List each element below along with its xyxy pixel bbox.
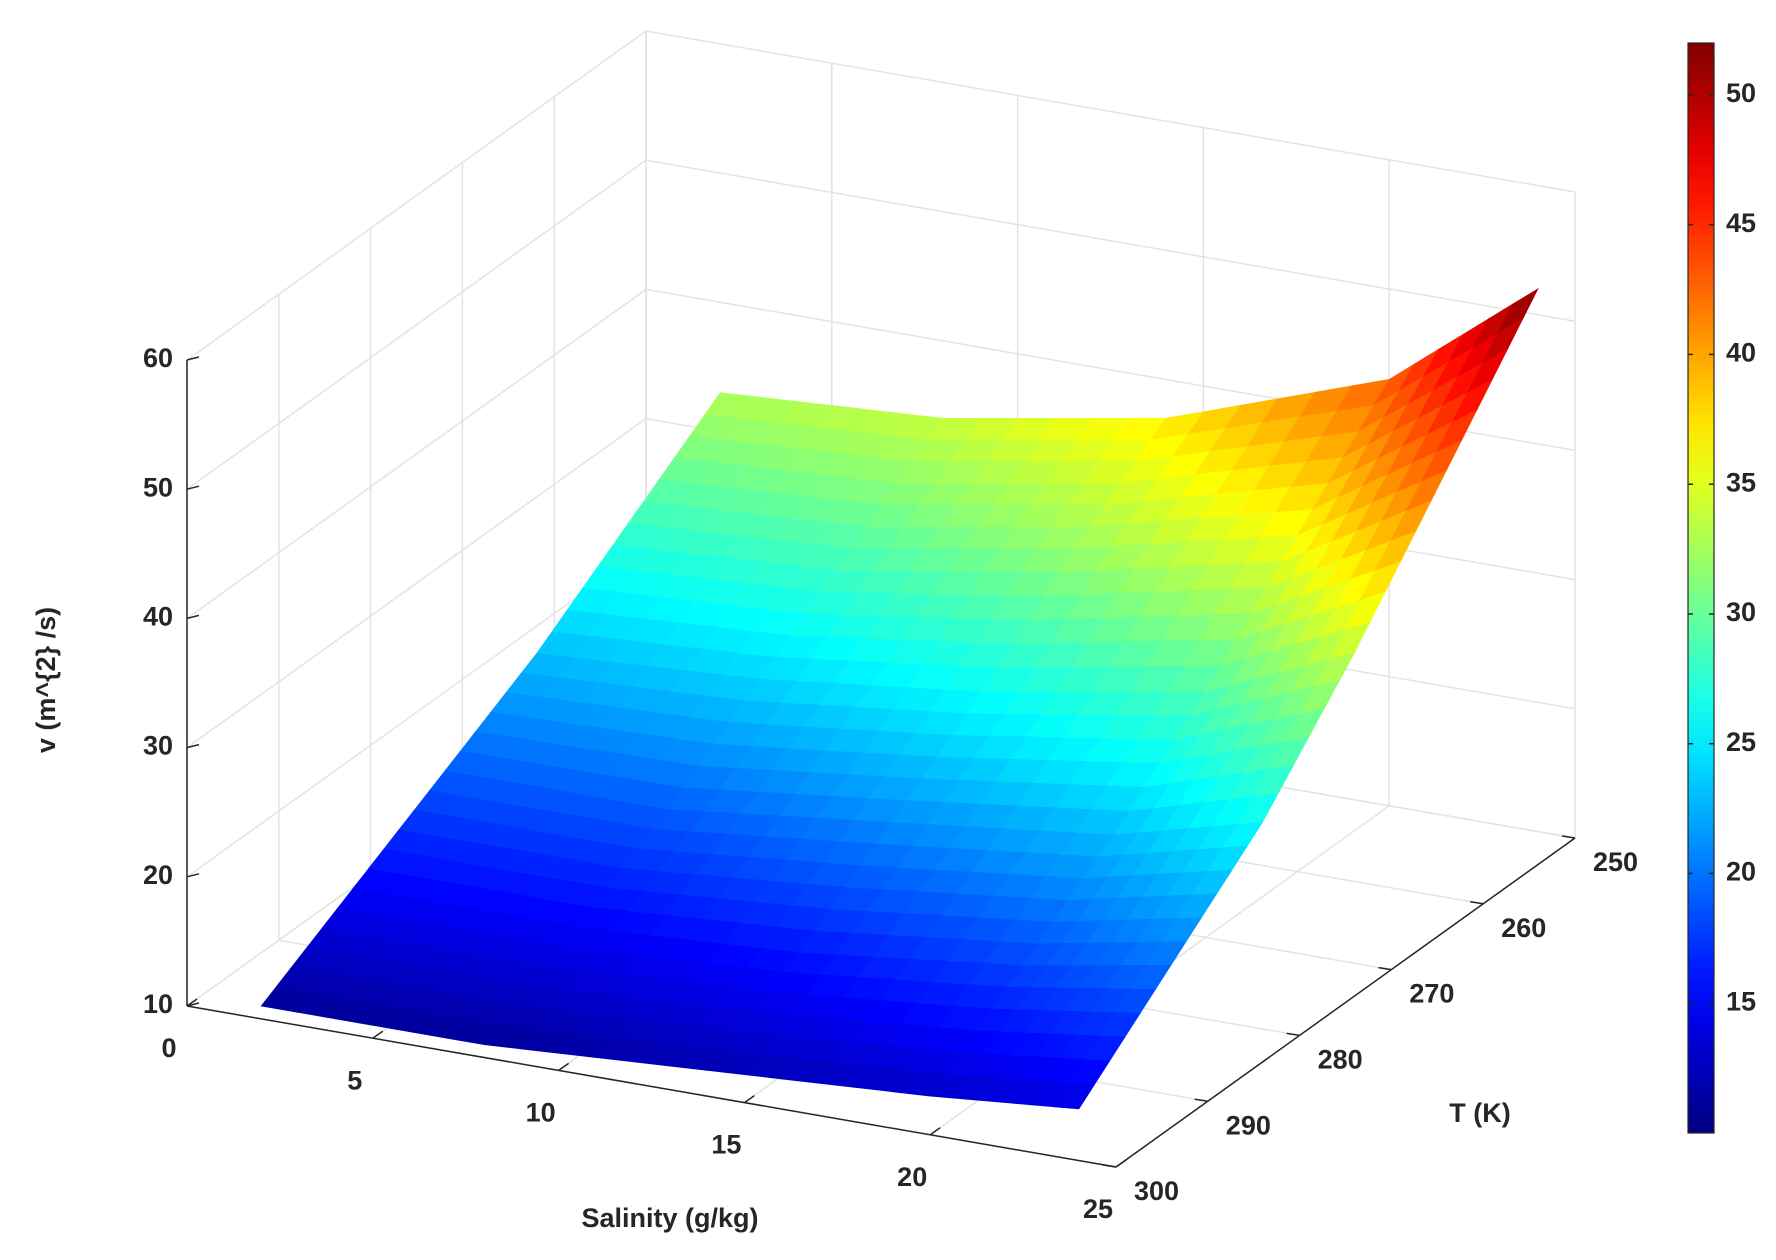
x-tick: [1115, 1159, 1127, 1168]
x-tick: [743, 1094, 755, 1104]
z-tick-label: 10: [143, 989, 173, 1019]
grid-line: [186, 159, 647, 490]
x-axis: [186, 1005, 1117, 1168]
x-tick: [186, 998, 198, 1007]
y-axis: [1115, 837, 1576, 1168]
x-tick: [558, 1062, 570, 1072]
y-tick-label: 260: [1501, 913, 1546, 943]
grid-line: [645, 30, 1576, 193]
y-tick-label: 270: [1409, 979, 1454, 1009]
z-tick: [186, 873, 200, 878]
z-axis-label: v (m^{2} /s): [31, 607, 61, 753]
grid-line: [186, 417, 647, 749]
x-tick-label: 5: [347, 1065, 362, 1095]
axes: 10 20 30 40 50 60 0 5 10 15 20 25 250 260 270 280 290 300: [143, 343, 1638, 1224]
y-tick-label: 300: [1134, 1176, 1179, 1206]
y-tick: [1194, 1098, 1208, 1102]
colorbar-tick-label: 25: [1726, 727, 1756, 757]
colorbar-tick-label: 30: [1726, 597, 1756, 627]
z-tick: [186, 485, 200, 490]
z-tick-label: 40: [143, 602, 173, 632]
x-tick-label: 10: [526, 1098, 556, 1128]
z-tick: [186, 356, 200, 361]
x-tick: [929, 1127, 941, 1136]
colorbar-tick-label: 20: [1726, 857, 1756, 887]
x-tick-label: 0: [161, 1033, 176, 1063]
y-tick: [1102, 1164, 1117, 1168]
x-tick-label: 20: [897, 1162, 927, 1192]
y-tick: [1378, 966, 1392, 971]
colorbar-tick-label: 40: [1726, 338, 1756, 368]
z-tick-label: 30: [143, 731, 173, 761]
z-tick: [186, 614, 200, 620]
x-tick-label: 15: [711, 1130, 741, 1160]
y-tick: [1286, 1032, 1300, 1037]
surface: [260, 287, 1539, 1110]
z-tick: [186, 743, 200, 749]
y-tick: [1561, 835, 1576, 839]
y-tick-label: 290: [1226, 1110, 1271, 1140]
colorbar-tick-label: 15: [1726, 986, 1756, 1016]
z-tick-label: 50: [143, 472, 173, 502]
x-tick: [372, 1030, 384, 1039]
grid-line: [186, 547, 647, 878]
grid-line: [186, 30, 647, 361]
y-axis-label: T (K): [1449, 1098, 1510, 1128]
grid-line: [186, 288, 647, 620]
colorbar-tick-label: 50: [1726, 78, 1756, 108]
x-tick-label: 25: [1083, 1194, 1113, 1224]
colorbar-tick-label: 45: [1726, 208, 1756, 238]
y-tick: [1470, 901, 1484, 905]
z-tick-label: 20: [143, 860, 173, 890]
grid-line: [645, 159, 1576, 322]
colorbar-tick-label: 35: [1726, 467, 1756, 497]
y-tick-label: 280: [1318, 1045, 1363, 1075]
x-axis-label: Salinity (g/kg): [581, 1203, 758, 1233]
y-tick-label: 250: [1593, 847, 1638, 877]
surface-patch: [1053, 1082, 1095, 1110]
colorbar: [1687, 42, 1715, 1134]
z-tick-label: 60: [143, 343, 173, 373]
